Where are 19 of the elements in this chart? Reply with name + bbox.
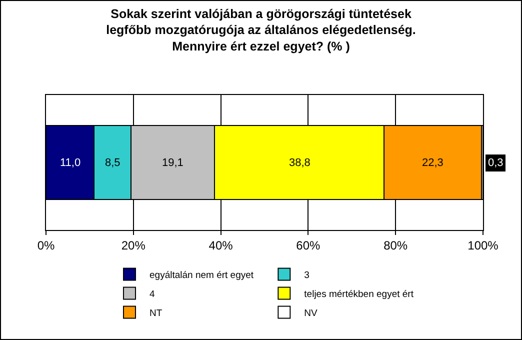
legend-label: 4 bbox=[150, 288, 155, 300]
data-label: 19,1 bbox=[162, 157, 184, 169]
legend-label: teljes mértékben egyet ért bbox=[304, 288, 414, 300]
data-label: 0,3 bbox=[488, 157, 504, 169]
x-tick-label: 0% bbox=[37, 238, 55, 252]
data-label: 11,0 bbox=[60, 157, 81, 169]
data-label: 38,8 bbox=[289, 157, 310, 169]
legend-label: egyáltalán nem ért egyet bbox=[150, 270, 254, 281]
x-tick-label: 100% bbox=[468, 238, 499, 252]
x-tick-label: 40% bbox=[208, 238, 234, 252]
data-label: 8,5 bbox=[105, 157, 120, 169]
legend-label: NV bbox=[304, 308, 318, 319]
x-tick-label: 20% bbox=[121, 238, 146, 252]
x-tick-label: 80% bbox=[384, 238, 408, 252]
legend-label: NT bbox=[150, 308, 162, 319]
x-tick-label: 60% bbox=[296, 238, 321, 252]
legend-label: 3 bbox=[304, 270, 310, 281]
chart-title: Sokak szerint valójában a görögországi tüntetések legfőbb mozgatórugója az általános elégedetlenség. Mennyire ért ezzel egyet? (% ) bbox=[106, 6, 416, 54]
data-label: 22,3 bbox=[422, 157, 444, 169]
